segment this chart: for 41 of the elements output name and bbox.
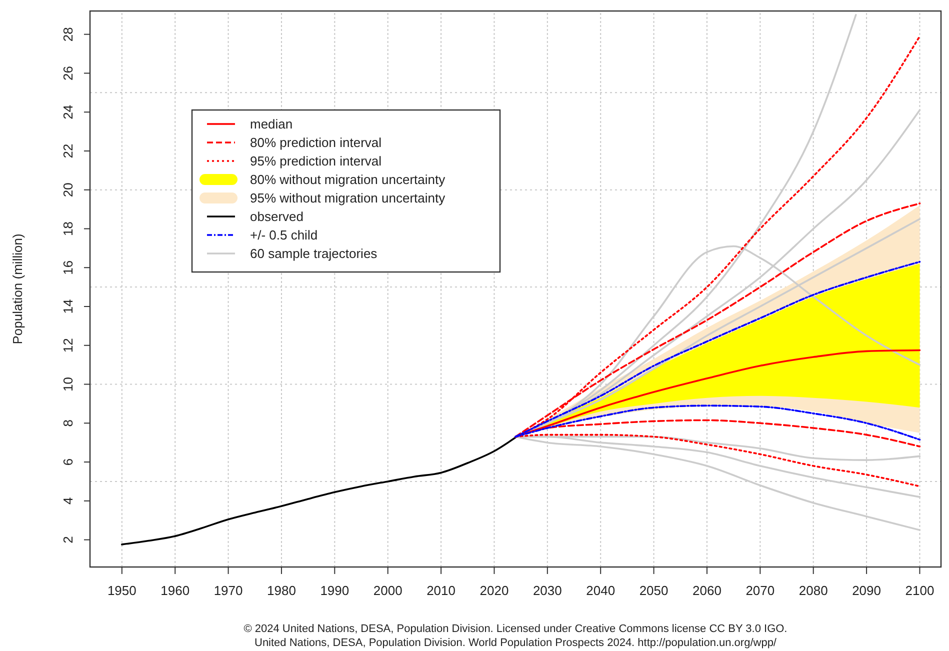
x-tick-label: 1960: [160, 583, 190, 598]
legend-label: median: [250, 116, 293, 132]
y-tick-label: 12: [60, 338, 76, 353]
y-tick-label: 14: [60, 299, 76, 314]
x-tick-label: 2020: [480, 583, 509, 598]
x-tick-label: 2090: [852, 583, 881, 598]
legend-label: 80% without migration uncertainty: [250, 172, 446, 187]
legend-label: +/- 0.5 child: [250, 228, 318, 242]
x-tick-label: 2050: [639, 583, 668, 598]
legend-label: 80% prediction interval: [250, 135, 382, 150]
y-tick-label: 6: [60, 458, 76, 466]
y-tick-label: 8: [60, 420, 76, 427]
x-tick-label: 2070: [746, 583, 775, 598]
y-tick-label: 2: [60, 536, 76, 544]
y-tick-label: 10: [60, 377, 76, 392]
x-tick-label: 2080: [798, 583, 828, 598]
legend-label: observed: [250, 209, 304, 224]
y-tick-label: 16: [60, 260, 76, 275]
y-tick-label: 24: [60, 104, 76, 120]
text: © 2024 United Nations, DESA, Population Division. Licensed under Creative Commons license CC BY 3.0 IGO.: [244, 623, 788, 635]
y-tick-label: 20: [60, 182, 76, 198]
x-tick-label: 2040: [586, 583, 616, 598]
x-tick-label: 2000: [373, 583, 402, 598]
x-tick-label: 1980: [267, 583, 296, 598]
x-tick-label: 2060: [692, 583, 722, 598]
x-tick-label: 2100: [905, 583, 934, 598]
text: United Nations, DESA, Population Division. World Population Prospects 2024. http://population.un.org/wpp/: [254, 637, 778, 649]
x-tick-label: 1990: [320, 583, 350, 598]
legend-label: 60 sample trajectories: [250, 246, 378, 261]
y-tick-label: 4: [60, 497, 76, 505]
x-tick-label: 2010: [426, 583, 456, 598]
x-tick-label: 1950: [107, 583, 136, 598]
y-tick-label: 18: [60, 222, 76, 236]
legend-label: 95% prediction interval: [250, 154, 382, 168]
y-tick-label: 26: [60, 66, 76, 80]
x-tick-label: 1970: [214, 583, 243, 598]
y-tick-label: 28: [60, 27, 76, 42]
x-tick-label: 2030: [532, 583, 562, 598]
legend-label: 95% without migration uncertainty: [250, 190, 446, 206]
y-tick-label: 22: [60, 144, 76, 158]
y-axis-title: Population (million): [10, 234, 25, 344]
